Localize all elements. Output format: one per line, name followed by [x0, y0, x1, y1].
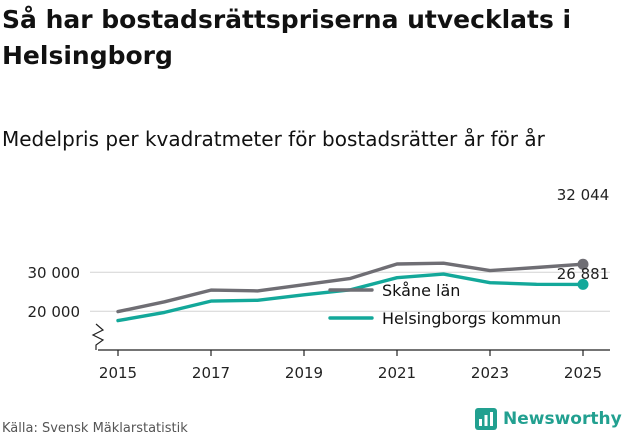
newsworthy-logo-icon — [475, 408, 497, 430]
source-note: Källa: Svensk Mäklarstatistik — [2, 421, 188, 436]
chart-title: Så har bostadsrättspriserna utvecklats i… — [2, 5, 572, 70]
x-tick-label: 2017 — [192, 364, 230, 382]
y-tick-label: 30 000 — [28, 264, 81, 282]
chart-subtitle: Medelpris per kvadratmeter för bostadsrä… — [2, 127, 545, 151]
series-helsingborgs-kommun-legend-label: Helsingborgs kommun — [382, 309, 561, 328]
end-label-skane-lan: 32 044 — [557, 186, 610, 204]
x-tick-label: 2021 — [378, 364, 416, 382]
series-skane-lan-end-marker — [577, 258, 589, 270]
newsworthy-logo: Newsworthy — [475, 408, 622, 430]
x-tick-label: 2023 — [471, 364, 509, 382]
end-label-helsingborgs-kommun: 26 881 — [557, 265, 610, 283]
newsworthy-logo-text: Newsworthy — [503, 409, 622, 429]
x-tick-label: 2015 — [99, 364, 137, 382]
axis-break-icon — [91, 323, 105, 350]
y-tick-label: 20 000 — [28, 303, 81, 321]
series-skane-lan-line — [116, 261, 585, 314]
series-helsingborgs-kommun-end-marker — [577, 278, 589, 290]
x-tick-label: 2025 — [564, 364, 602, 382]
series-skane-lan-legend-label: Skåne län — [382, 281, 460, 300]
x-tick-label: 2019 — [285, 364, 323, 382]
